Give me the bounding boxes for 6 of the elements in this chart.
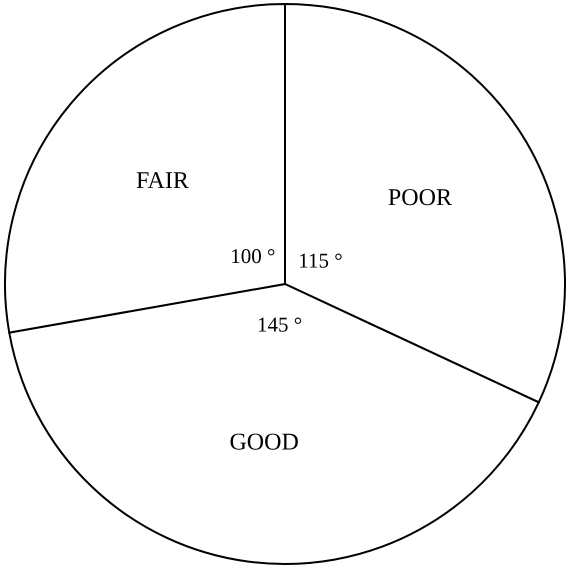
slice-label: GOOD (229, 430, 299, 456)
data-label: 100 ° (230, 244, 276, 268)
data-label: 115 ° (298, 248, 343, 272)
slice-label: FAIR (136, 168, 189, 194)
data-label: 145 ° (256, 312, 302, 337)
slice-label: POOR (388, 185, 452, 212)
